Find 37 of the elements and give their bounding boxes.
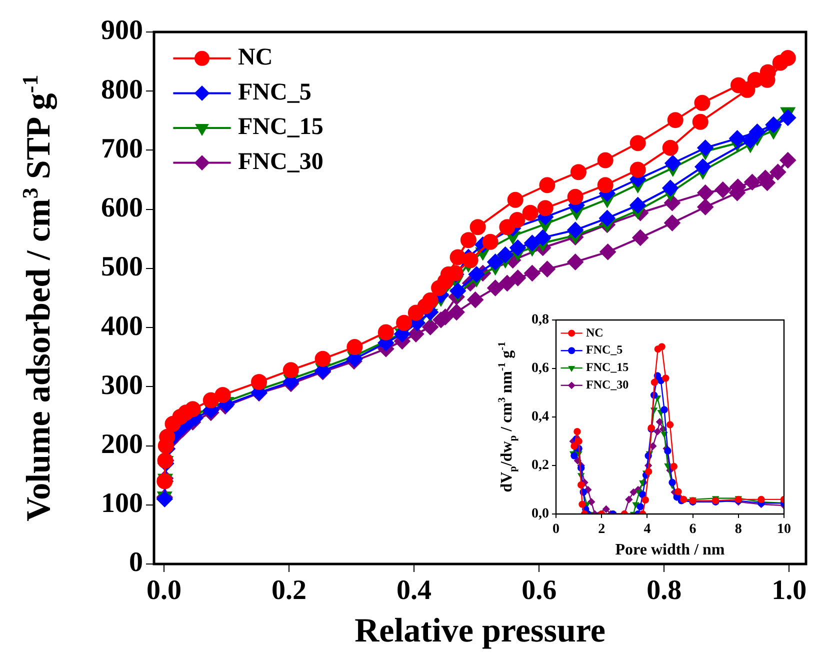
- legend-label: FNC_15: [238, 114, 324, 140]
- legend-label: FNC_30: [586, 377, 629, 392]
- x-tick-label: 1.0: [772, 575, 807, 606]
- x-axis-title: Pore width / nm: [615, 542, 726, 559]
- y-tick-label: 800: [101, 74, 143, 106]
- x-tick-label: 2: [598, 522, 606, 538]
- y-tick-label: 0,6: [532, 361, 549, 376]
- x-tick-label: 0.6: [522, 575, 557, 606]
- y-tick-label: 0,4: [532, 410, 549, 425]
- legend-label: NC: [238, 44, 273, 71]
- x-tick-label: 0.8: [646, 575, 682, 606]
- y-tick-label: 400: [101, 310, 143, 342]
- x-axis-title: Relative pressure: [354, 612, 606, 650]
- y-tick-label: 600: [101, 192, 143, 224]
- y-tick-label: 0,8: [532, 312, 549, 328]
- y-tick-label: 0,2: [532, 458, 549, 474]
- y-tick-label: 300: [101, 370, 143, 401]
- y-tick-label: 500: [101, 252, 143, 283]
- x-tick-label: 0.0: [146, 575, 182, 606]
- y-tick-label: 900: [101, 15, 143, 46]
- legend-label: NC: [586, 325, 604, 340]
- y-tick-label: 700: [101, 133, 143, 164]
- x-tick-label: 6: [689, 522, 696, 538]
- x-tick-label: 10: [777, 522, 791, 538]
- legend-label: FNC_30: [238, 149, 324, 176]
- x-tick-label: 0: [552, 522, 560, 538]
- legend-label: FNC_5: [586, 342, 623, 357]
- x-tick-label: 8: [734, 522, 742, 538]
- x-tick-label: 0.2: [272, 575, 307, 606]
- x-tick-label: 0.4: [396, 575, 432, 606]
- y-tick-label: 100: [101, 488, 143, 520]
- y-tick-label: 200: [101, 429, 143, 460]
- legend-label: FNC_15: [586, 360, 629, 374]
- y-tick-label: 0,0: [532, 506, 549, 522]
- y-tick-label: 0: [129, 547, 143, 578]
- x-tick-label: 4: [644, 522, 651, 538]
- legend-label: FNC_5: [238, 79, 312, 106]
